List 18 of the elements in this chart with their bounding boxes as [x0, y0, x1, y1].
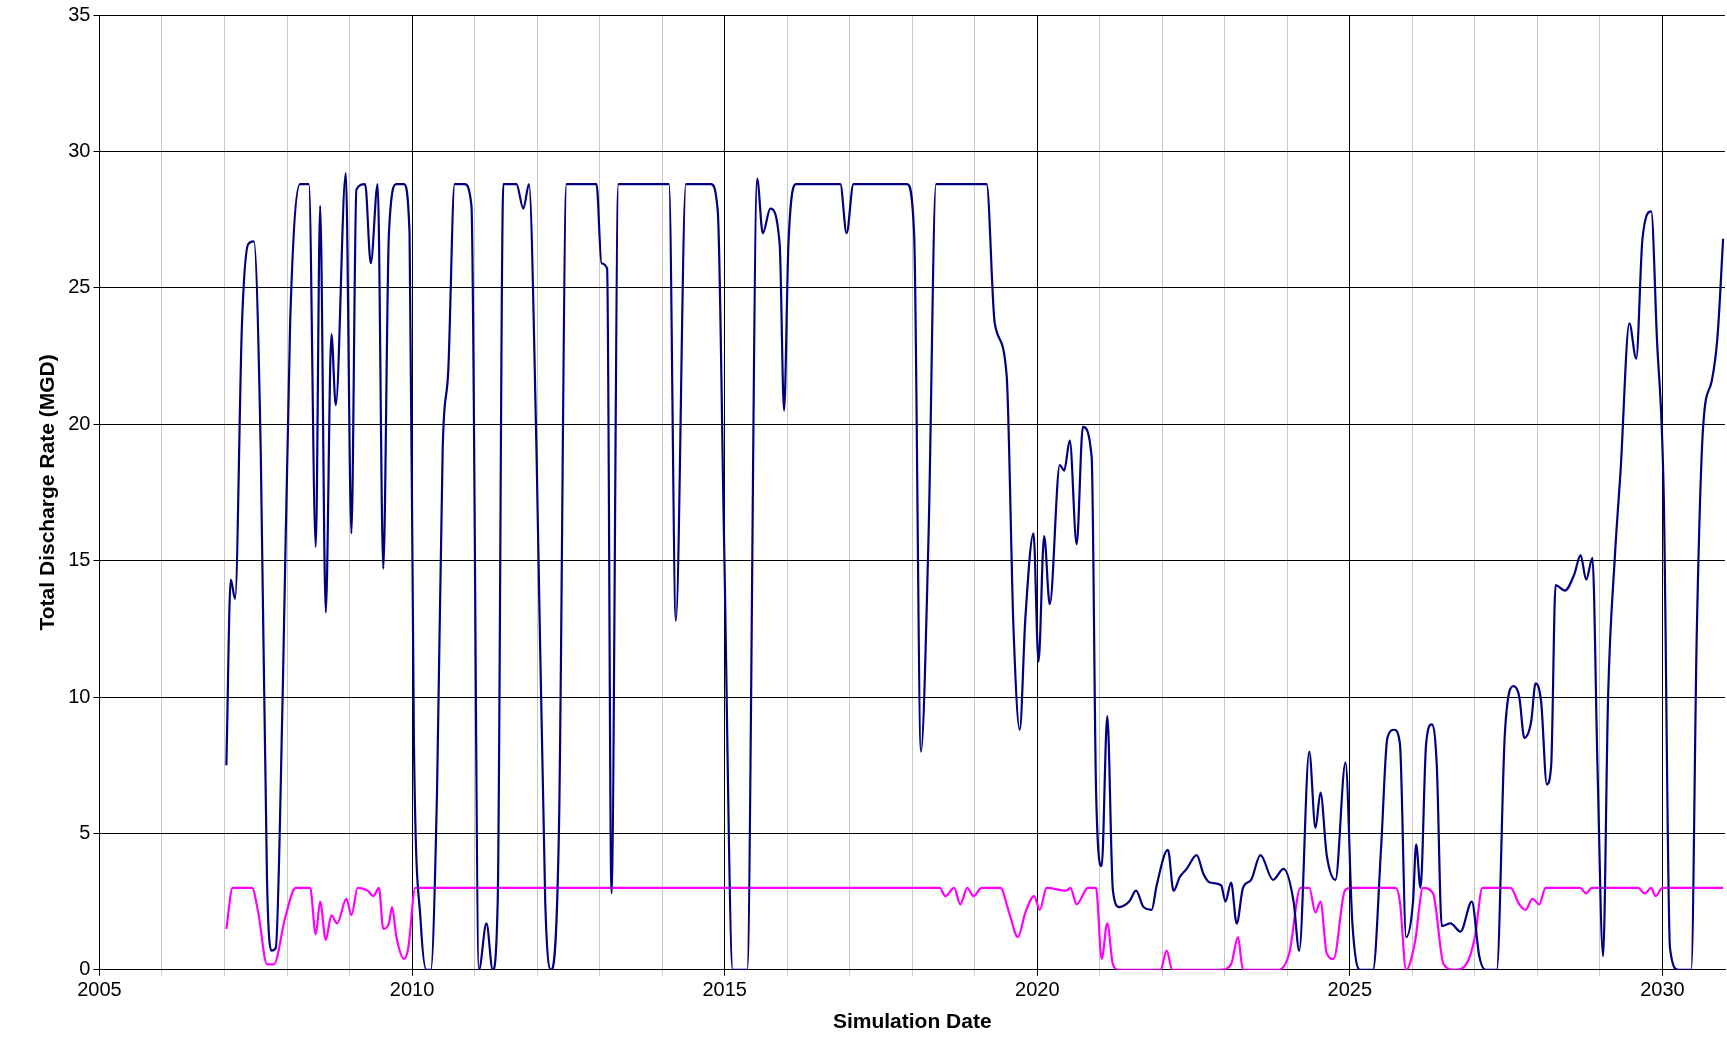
y-tick-label: 10 — [68, 684, 91, 707]
y-tick-label: 30 — [68, 138, 91, 161]
x-tick-label: 2030 — [1640, 978, 1685, 1001]
x-tick-label: 2020 — [1015, 978, 1060, 1001]
line-series — [225, 886, 1725, 970]
y-tick-label: 0 — [79, 957, 91, 980]
x-tick-label: 2025 — [1327, 978, 1373, 1001]
y-tick-label: 5 — [79, 820, 91, 843]
y-tick-label: 25 — [68, 275, 91, 298]
y-tick-label: 20 — [68, 411, 91, 434]
line-series — [225, 172, 1725, 970]
x-tick-label: 2005 — [77, 978, 122, 1001]
y-tick-label: 35 — [68, 2, 91, 25]
y-tick-label: 15 — [68, 548, 91, 571]
x-tick-label: 2010 — [389, 978, 435, 1001]
x-axis-title: Simulation Date — [832, 1009, 992, 1033]
y-axis-title: Total Discharge Rate (MGD) — [35, 354, 59, 631]
x-tick-label: 2015 — [702, 978, 747, 1001]
